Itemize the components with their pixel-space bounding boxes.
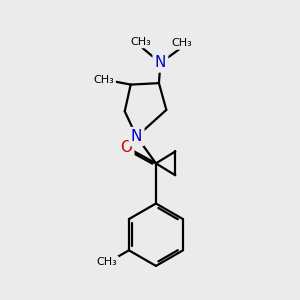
Text: CH₃: CH₃ <box>171 38 192 48</box>
Text: O: O <box>120 140 132 155</box>
Text: CH₃: CH₃ <box>97 257 117 267</box>
Text: N: N <box>155 56 166 70</box>
Text: N: N <box>131 129 142 144</box>
Text: CH₃: CH₃ <box>94 75 114 85</box>
Text: CH₃: CH₃ <box>131 37 152 46</box>
